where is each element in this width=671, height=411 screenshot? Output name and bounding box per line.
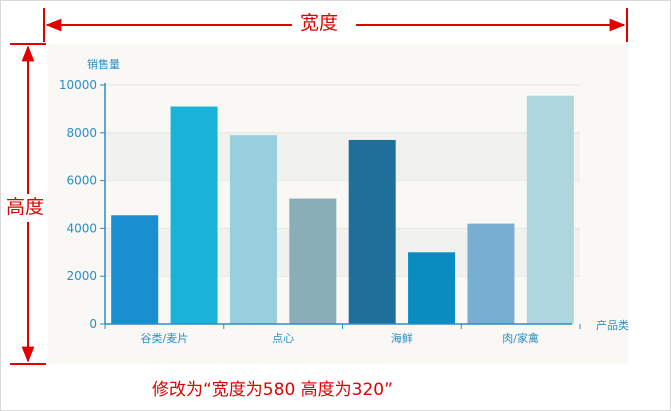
bar-2 <box>229 135 277 324</box>
caption-text: 修改为“宽度为580 高度为320” <box>152 380 393 400</box>
bar-6 <box>467 223 515 324</box>
y-tick-label: 4000 <box>66 221 97 235</box>
bar-3 <box>289 198 337 324</box>
y-tick-label: 10000 <box>59 78 97 92</box>
x-tick-label: 肉/家禽 <box>502 331 539 345</box>
x-axis-title: 产品类 <box>596 318 629 332</box>
y-tick-label: 6000 <box>66 174 97 188</box>
bar-0 <box>111 215 159 324</box>
y-tick-label: 0 <box>89 317 97 331</box>
chart-axes <box>100 83 581 329</box>
y-axis-title: 销售量 <box>87 57 120 71</box>
y-tick-label: 2000 <box>66 269 97 283</box>
bar-1 <box>170 106 218 324</box>
bar-4 <box>348 139 396 324</box>
height-label: 高度 <box>4 196 47 218</box>
bar-7 <box>526 95 574 324</box>
width-label: 宽度 <box>298 12 341 34</box>
x-tick-label: 海鲜 <box>391 331 413 345</box>
x-tick-label: 谷类/麦片 <box>141 331 189 345</box>
chart-bars <box>111 95 574 324</box>
y-tick-label: 8000 <box>66 126 97 140</box>
bar-5 <box>408 252 456 324</box>
chart-labels: 0 2000 4000 6000 8000 10000 谷类/麦片 点心 海鲜 肉/家禽 销售量产品… <box>59 57 629 345</box>
dimension-annotations <box>10 8 628 365</box>
x-tick-label: 点心 <box>272 332 294 345</box>
